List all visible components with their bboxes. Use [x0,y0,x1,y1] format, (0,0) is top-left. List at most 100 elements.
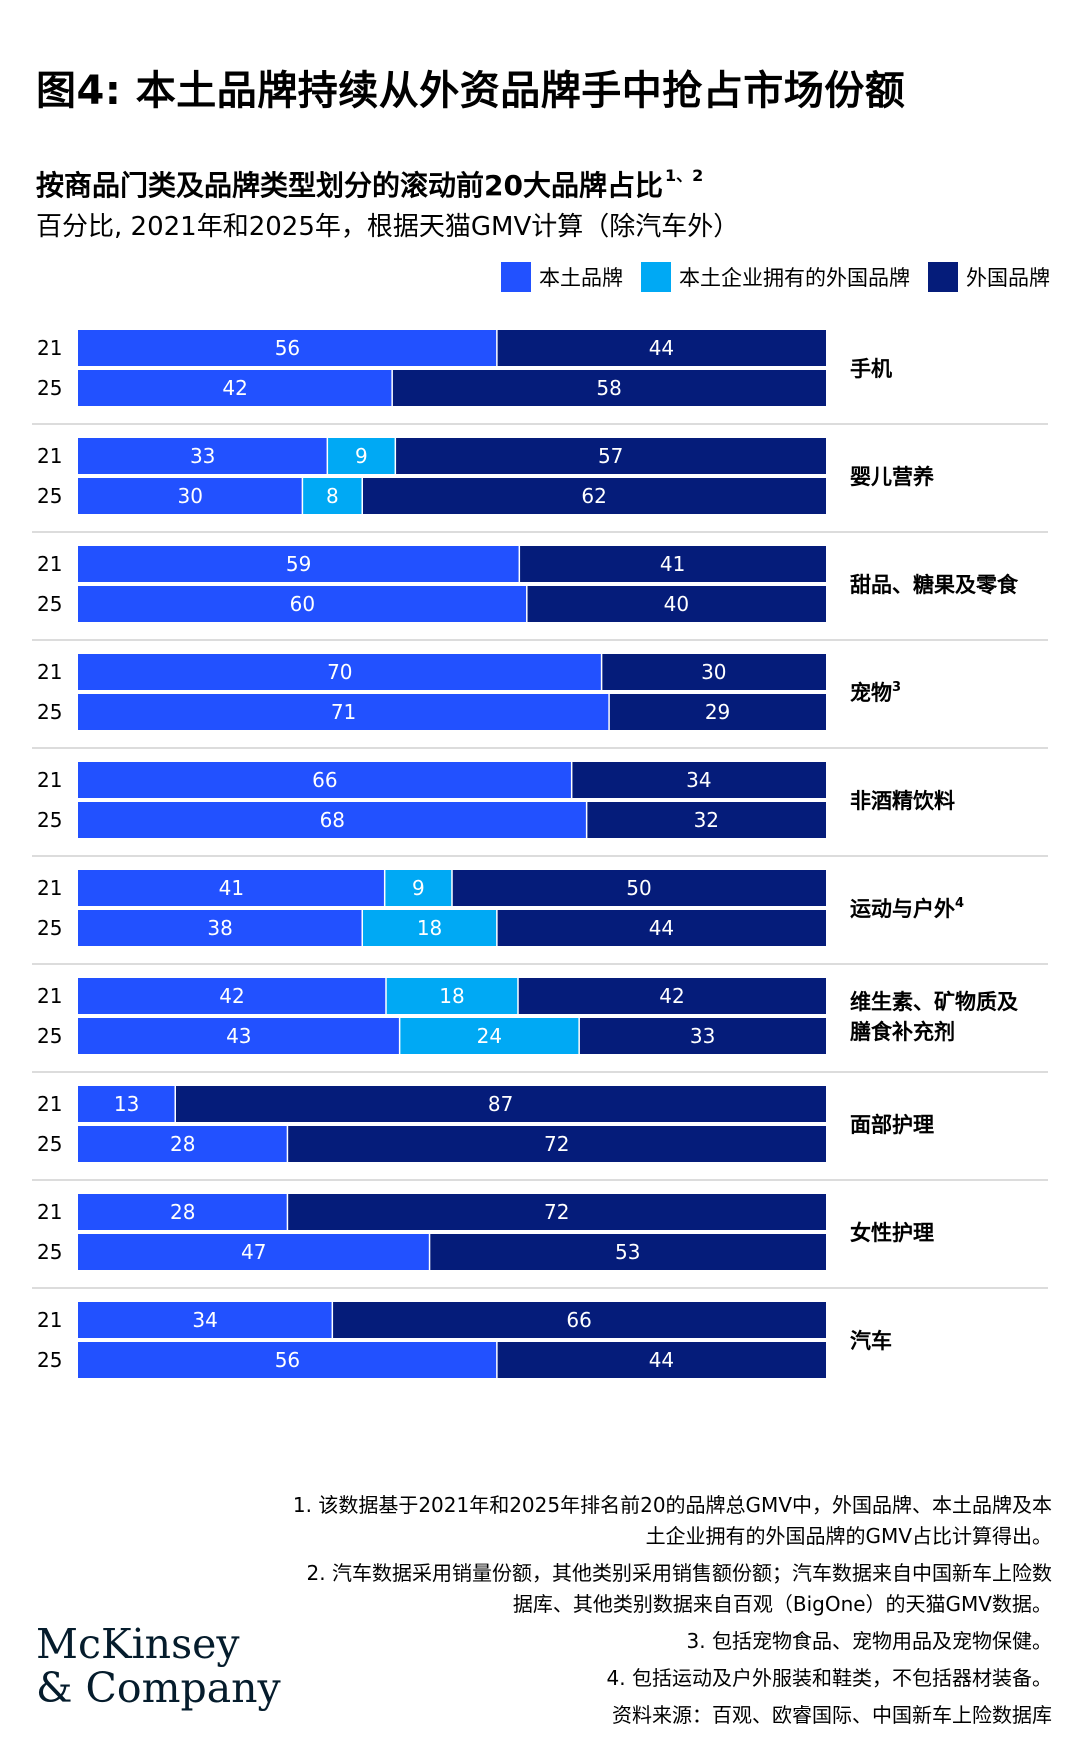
legend-item-foreign: 外国品牌 [928,262,1050,292]
bar-segment-domestic [78,654,602,690]
bar-segment-domestic [78,1194,288,1230]
bar-value-label: 71 [331,700,356,724]
bar-value-label: 13 [114,1092,139,1116]
chart-title-footnote-ref: 1、2 [664,166,704,185]
bar-segment-domestic-owned-foreign [302,478,363,514]
bar-segment-foreign [362,478,826,514]
year-label: 25 [37,376,62,400]
year-label: 25 [37,916,62,940]
bar-value-label: 41 [660,552,685,576]
bar-value-label: 42 [659,984,684,1008]
bar-value-label: 44 [649,916,674,940]
bar-segment-domestic-owned-foreign [384,870,452,906]
bar-value-label: 28 [170,1132,195,1156]
bar-value-label: 42 [219,984,244,1008]
bar-value-label: 28 [170,1200,195,1224]
bar-value-label: 53 [615,1240,640,1264]
year-label: 21 [37,1092,62,1116]
bar-value-label: 33 [190,444,215,468]
bar-segment-domestic [78,1086,176,1122]
category-label: 手机 [850,357,892,381]
bar-segment-domestic [78,1018,400,1054]
legend-label-domestic: 本土品牌 [539,266,623,290]
category-label: 膳食补充剂 [850,1020,955,1044]
bar-segment-foreign [601,654,826,690]
category-label: 甜品、糖果及零食 [850,573,1019,597]
category-label: 宠物3 [850,680,901,705]
bar-value-label: 18 [439,984,464,1008]
year-label: 21 [37,336,62,360]
year-label: 21 [37,660,62,684]
bar-value-label: 62 [581,484,606,508]
year-label: 21 [37,768,62,792]
bar-segment-foreign [496,910,826,946]
bar-segment-foreign [519,546,826,582]
bar-value-label: 72 [544,1200,569,1224]
bar-segment-foreign [586,802,826,838]
category-label: 面部护理 [850,1113,934,1137]
bar-value-label: 72 [544,1132,569,1156]
bar-value-label: 44 [649,1348,674,1372]
category-label: 运动与户外4 [850,896,964,921]
bar-value-label: 32 [694,808,719,832]
category-label: 女性护理 [850,1221,934,1245]
bar-segment-domestic [78,438,328,474]
bar-value-label: 42 [222,376,247,400]
bar-value-label: 43 [226,1024,251,1048]
category-label: 非酒精饮料 [850,789,955,813]
bar-segment-domestic [78,910,363,946]
year-label: 21 [37,984,62,1008]
logo-line-1: McKinsey [36,1620,240,1668]
bar-segment-domestic [78,1234,430,1270]
year-label: 21 [37,1308,62,1332]
bar-segment-domestic [78,978,386,1014]
bar-segment-domestic [78,330,497,366]
figure-title: 图4: 本土品牌持续从外资品牌手中抢占市场份额 [36,68,906,114]
bar-segment-foreign [571,762,826,798]
bar-value-label: 70 [327,660,352,684]
bar-segment-foreign [496,1342,826,1378]
bar-value-label: 9 [412,876,425,900]
footnote-4: 4. 包括运动及户外服装和鞋类，不包括器材装备。 [606,1666,1052,1690]
bar-segment-foreign [287,1194,826,1230]
year-label: 25 [37,592,62,616]
bar-value-label: 24 [477,1024,502,1048]
bar-segment-domestic-owned-foreign [386,978,518,1014]
bar-value-label: 66 [312,768,337,792]
legend-label-foreign: 外国品牌 [966,266,1050,290]
bar-value-label: 33 [690,1024,715,1048]
bar-value-label: 38 [207,916,232,940]
chart-subtitle: 百分比, 2021年和2025年，根据天猫GMV计算（除汽车外） [36,212,740,242]
legend-swatch-domestic-owned-foreign [641,262,671,292]
bar-value-label: 47 [241,1240,266,1264]
source-note: 资料来源：百观、欧睿国际、中国新车上险数据库 [612,1703,1052,1727]
bar-value-label: 57 [598,444,623,468]
bar-value-label: 30 [177,484,202,508]
bar-segment-domestic [78,870,385,906]
bar-segment-foreign [287,1126,826,1162]
bar-segment-foreign [429,1234,826,1270]
legend-item-domestic-owned-foreign: 本土企业拥有的外国品牌 [641,262,910,292]
bar-value-label: 58 [596,376,621,400]
bar-segment-domestic [78,802,587,838]
legend-swatch-domestic [501,262,531,292]
category-label: 汽车 [850,1329,892,1353]
bar-segment-foreign [609,694,826,730]
bar-segment-foreign [395,438,826,474]
logo-line-2: & Company [36,1664,281,1712]
legend-item-domestic: 本土品牌 [501,262,623,292]
bar-segment-domestic [78,694,610,730]
footnote-3: 3. 包括宠物食品、宠物用品及宠物保健。 [686,1629,1052,1653]
year-label: 21 [37,444,62,468]
year-label: 25 [37,1348,62,1372]
bar-value-label: 68 [320,808,345,832]
bar-segment-domestic [78,586,527,622]
bar-segment-domestic-owned-foreign [327,438,396,474]
bar-value-label: 34 [686,768,711,792]
bar-value-label: 34 [192,1308,217,1332]
bar-value-label: 66 [566,1308,591,1332]
bar-segment-foreign [332,1302,826,1338]
year-label: 25 [37,1024,62,1048]
bar-value-label: 87 [488,1092,513,1116]
bar-value-label: 18 [417,916,442,940]
